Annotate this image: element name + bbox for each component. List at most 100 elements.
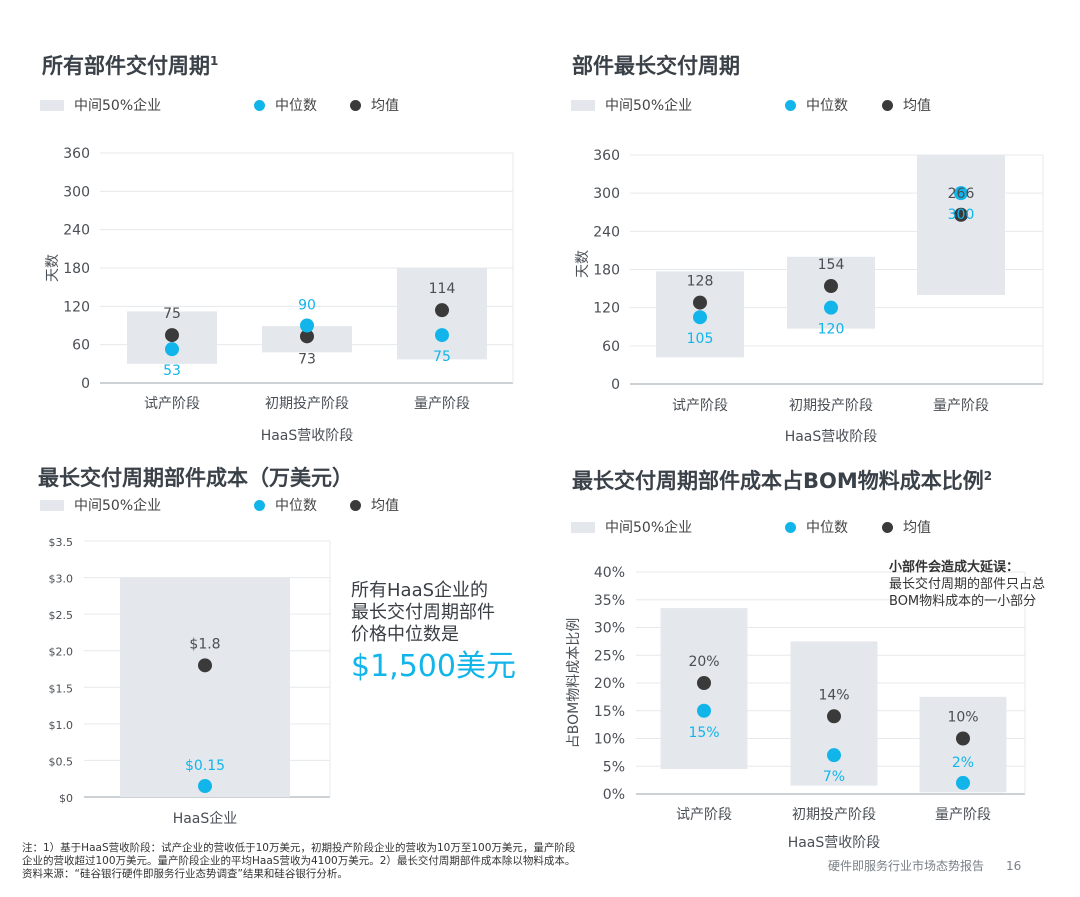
- category-label: 初期投产阶段: [265, 395, 349, 412]
- panel4-title: 最长交付周期部件成本占BOM物料成本比例2: [572, 465, 992, 495]
- mean-point: [827, 709, 841, 724]
- y-tick-label: 300: [593, 186, 620, 202]
- callout-value: $1,500美元: [351, 649, 516, 684]
- median-point: [435, 328, 449, 343]
- x-axis-label: HaaS营收阶段: [785, 429, 878, 445]
- median-point: [954, 186, 968, 201]
- legend-median: 中位数: [785, 95, 848, 115]
- y-tick-label: $1.5: [49, 682, 74, 695]
- y-tick-label: $0: [59, 792, 73, 805]
- legend-median: 中位数: [785, 517, 848, 537]
- y-tick-label: $3.0: [49, 573, 74, 586]
- y-axis-label: 天数: [575, 250, 591, 278]
- y-tick-label: 10%: [594, 732, 625, 748]
- legend-median: 中位数: [254, 95, 317, 115]
- median-value-label: 15%: [688, 725, 719, 741]
- y-axis-label: 天数: [45, 254, 61, 282]
- panel4-title-footnote-mark: 2: [983, 469, 993, 483]
- mean-dot-icon: [350, 499, 361, 511]
- panel1-title: 所有部件交付周期1: [42, 50, 218, 80]
- y-tick-label: 5%: [603, 759, 625, 775]
- y-axis-label: 占BOM物料成本比例: [566, 618, 582, 748]
- y-tick-label: 30%: [594, 621, 625, 637]
- legend-iqr-label: 中间50%企业: [605, 520, 693, 536]
- legend-mean: 均值: [350, 495, 399, 515]
- y-tick-label: 40%: [594, 565, 625, 581]
- mean-value-label: 266: [948, 186, 975, 202]
- panel1-legend: 中间50%企业 中位数 均值: [40, 95, 460, 115]
- callout-line-3: 价格中位数是: [351, 624, 459, 645]
- legend-mean-label: 均值: [903, 520, 931, 536]
- callout-line-2: 最长交付周期部件: [351, 602, 495, 623]
- panel1-title-footnote-mark: 1: [210, 54, 219, 68]
- mean-point: [435, 303, 449, 318]
- panel2-legend: 中间50%企业 中位数 均值: [571, 95, 991, 115]
- median-point: [697, 703, 711, 718]
- median-point: [956, 775, 970, 790]
- median-point: [165, 342, 179, 357]
- category-label: 试产阶段: [676, 807, 732, 823]
- y-tick-label: $0.5: [49, 755, 74, 768]
- median-dot-icon: [254, 99, 265, 111]
- panel4-legend: 中间50%企业 中位数 均值: [571, 517, 991, 537]
- legend-mean-label: 均值: [903, 98, 931, 114]
- mean-value-label: 75: [163, 306, 181, 322]
- legend-iqr-label: 中间50%企业: [74, 498, 162, 514]
- legend-median-label: 中位数: [806, 520, 848, 536]
- category-label: 量产阶段: [414, 396, 470, 412]
- y-tick-label: 240: [593, 224, 620, 240]
- median-point: [693, 310, 707, 325]
- insight-heading: 小部件会造成大延误：: [889, 560, 1020, 575]
- report-name: 硬件即服务行业市场态势报告: [828, 859, 985, 873]
- y-tick-label: 35%: [594, 593, 625, 609]
- legend-mean-label: 均值: [371, 98, 399, 114]
- median-dot-icon: [785, 521, 796, 533]
- mean-point: [954, 207, 968, 222]
- category-label: 试产阶段: [144, 396, 200, 412]
- footnote-source: 资料来源：“硅谷银行硬件即服务行业态势调查”结果和硅谷银行分析。: [22, 868, 348, 880]
- iqr-box: [917, 155, 1005, 295]
- y-tick-label: 360: [593, 148, 620, 164]
- median-value-label: 300: [948, 207, 975, 223]
- iqr-swatch: [571, 521, 595, 533]
- legend-iqr: 中间50%企业: [40, 495, 161, 515]
- footnote-line-1: 注：1）基于HaaS营收阶段：试产企业的营收低于10万美元，初期投产阶段企业的营…: [22, 842, 576, 854]
- median-value-label: 2%: [952, 755, 974, 771]
- mean-value-label: 14%: [818, 687, 849, 703]
- footnote-line-2: 企业的营收超过100万美元。量产阶段企业的平均HaaS营收为4100万美元。2）…: [22, 855, 576, 867]
- callout-line-1: 所有HaaS企业的: [351, 580, 489, 601]
- panel3-title-text: 最长交付周期部件成本（万美元）: [38, 466, 353, 490]
- insight-body: 最长交付周期的部件只占总BOM物料成本的一小部分: [889, 577, 1046, 609]
- x-axis-label: HaaS营收阶段: [261, 428, 354, 444]
- legend-iqr-label: 中间50%企业: [74, 98, 162, 114]
- legend-mean: 均值: [350, 95, 399, 115]
- median-value-label: 105: [687, 331, 714, 347]
- panel3-legend: 中间50%企业 中位数 均值: [40, 495, 460, 515]
- legend-mean: 均值: [882, 517, 931, 537]
- y-tick-label: $3.5: [49, 536, 74, 549]
- legend-median-label: 中位数: [806, 98, 848, 114]
- y-tick-label: 0%: [603, 787, 625, 803]
- category-label: 初期投产阶段: [789, 397, 873, 414]
- y-tick-label: 0: [611, 377, 620, 393]
- median-value-label: 75: [433, 349, 451, 365]
- mean-value-label: 128: [687, 274, 714, 290]
- y-tick-label: 180: [593, 263, 620, 279]
- median-point: [824, 300, 838, 315]
- y-tick-label: $2.5: [49, 609, 74, 622]
- category-label: 量产阶段: [933, 398, 989, 414]
- mean-dot-icon: [350, 99, 361, 111]
- legend-mean-label: 均值: [371, 498, 399, 514]
- mean-point: [956, 731, 970, 746]
- mean-point: [693, 295, 707, 310]
- median-value-label: 53: [163, 363, 181, 379]
- x-axis-label: HaaS营收阶段: [788, 835, 881, 851]
- legend-mean: 均值: [882, 95, 931, 115]
- y-tick-label: 0: [81, 376, 90, 392]
- mean-point: [165, 328, 179, 343]
- y-tick-label: 180: [63, 261, 90, 277]
- y-tick-label: 360: [63, 146, 90, 162]
- mean-value-label: 154: [818, 257, 845, 273]
